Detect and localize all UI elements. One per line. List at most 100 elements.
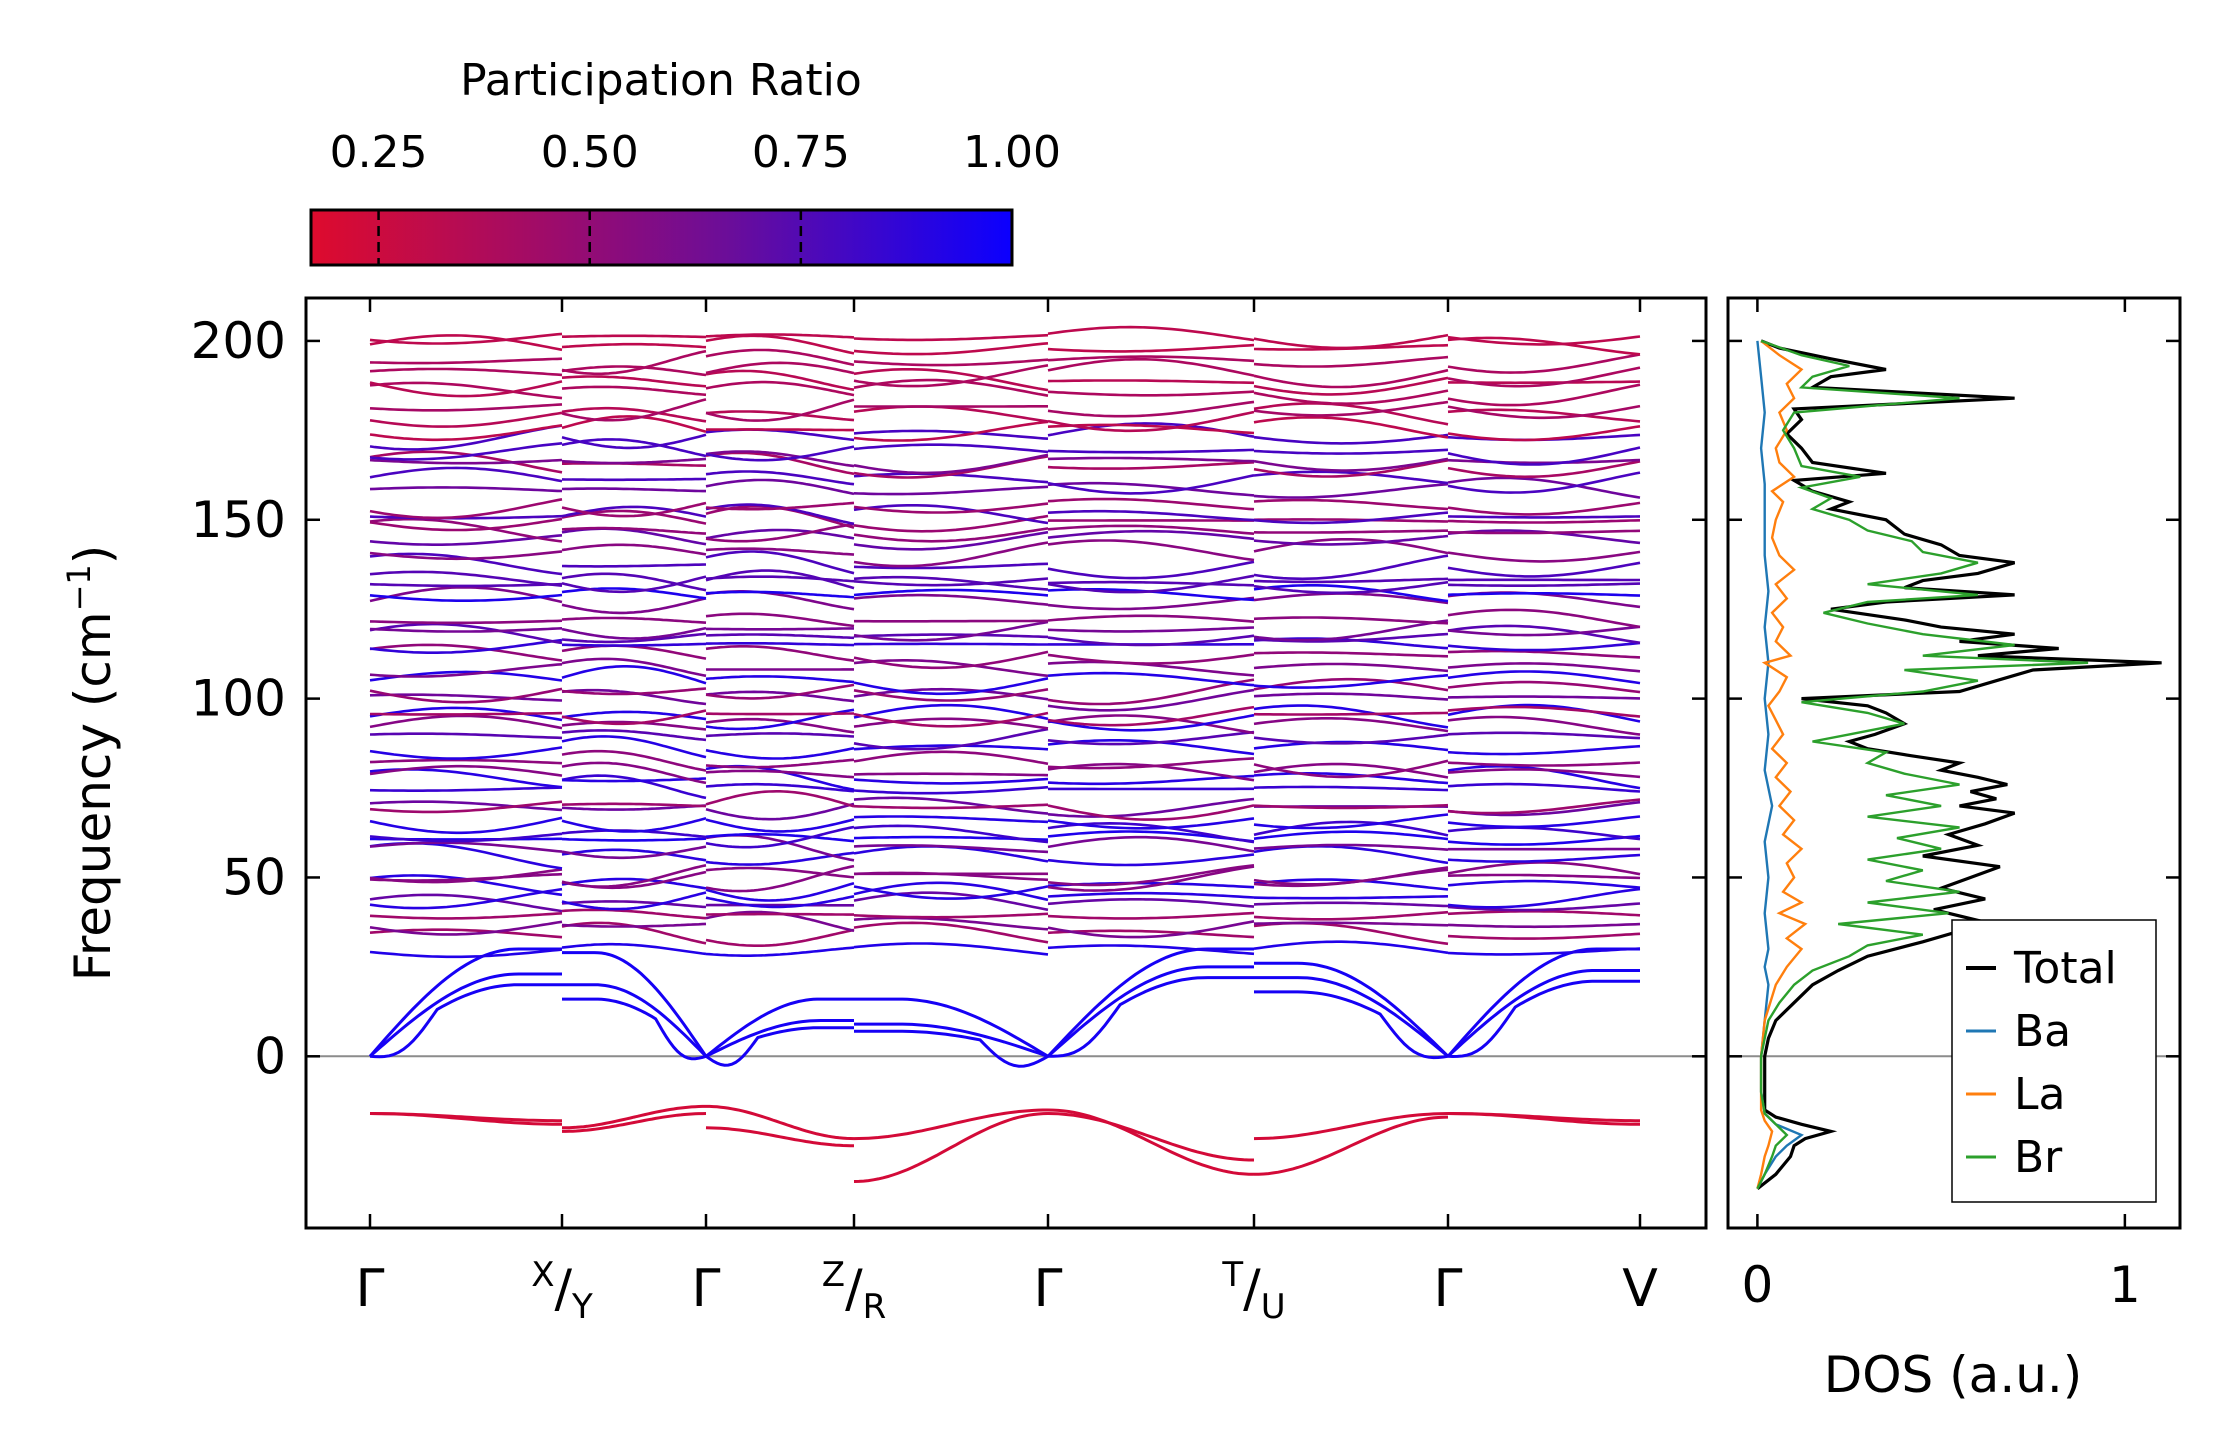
optical-branch — [853, 777, 1049, 785]
imaginary-branch — [370, 1112, 562, 1123]
optical-branch — [853, 420, 1049, 442]
optical-branch — [561, 709, 707, 726]
optical-branch — [1253, 785, 1449, 792]
acoustic-branch — [369, 972, 562, 1058]
optical-branch — [561, 406, 707, 423]
optical-branch — [369, 693, 563, 702]
acoustic-branch — [562, 983, 708, 1058]
optical-branch — [1253, 577, 1449, 584]
optical-branch — [853, 891, 1049, 912]
dos-axis-label: DOS (a.u.) — [1824, 1346, 2083, 1404]
optical-branch — [1447, 353, 1641, 374]
optical-branch — [561, 587, 707, 600]
optical-branch — [1047, 497, 1255, 511]
optical-branch — [1447, 670, 1641, 685]
legend-label: Total — [2013, 943, 2117, 994]
optical-branch — [853, 650, 1049, 670]
optical-branch — [853, 504, 1049, 525]
optical-branch — [1447, 624, 1641, 645]
optical-branch — [853, 785, 1049, 795]
optical-branch — [1253, 619, 1449, 642]
optical-branch — [853, 429, 1049, 440]
optical-branch — [1447, 529, 1641, 535]
optical-branch — [561, 457, 707, 465]
optical-branch — [1047, 688, 1255, 712]
q-point-label: T/U — [1221, 1255, 1285, 1327]
optical-branch — [1253, 534, 1449, 546]
optical-branch — [369, 638, 563, 654]
q-point-label: Γ — [1034, 1259, 1063, 1319]
optical-branch — [1447, 815, 1641, 829]
optical-branch — [853, 588, 1049, 597]
optical-branch — [561, 877, 707, 890]
optical-branch — [1447, 744, 1641, 756]
imaginary-branch — [562, 1104, 706, 1130]
optical-branch — [1047, 730, 1255, 746]
optical-branch — [369, 357, 563, 365]
optical-branch — [705, 348, 855, 367]
acoustic-branch — [369, 983, 562, 1059]
optical-branch — [1447, 853, 1641, 863]
optical-branch — [705, 732, 855, 738]
optical-branch — [561, 735, 707, 759]
optical-branch — [705, 523, 855, 543]
optical-branch — [1047, 774, 1255, 786]
optical-branch — [706, 912, 854, 916]
optical-branch — [1047, 539, 1255, 562]
optical-branch — [1047, 474, 1255, 495]
optical-branch — [1047, 325, 1255, 342]
dos-x-tick-label: 0 — [1741, 1256, 1773, 1314]
optical-branch — [1447, 680, 1641, 694]
optical-branch — [1047, 865, 1255, 892]
optical-branch — [705, 547, 855, 556]
optical-branch — [1253, 538, 1449, 555]
optical-branch — [1047, 580, 1255, 587]
optical-branch — [561, 375, 707, 388]
optical-branch — [369, 764, 563, 777]
legend-label: Br — [2014, 1132, 2063, 1183]
optical-branch — [561, 864, 707, 888]
optical-branch — [853, 703, 1049, 721]
optical-branch — [561, 526, 707, 535]
optical-branch — [705, 895, 855, 909]
optical-branch — [1047, 626, 1255, 633]
optical-branch — [1447, 366, 1641, 388]
optical-branch — [853, 514, 1049, 533]
optical-branch — [369, 582, 563, 588]
q-point-label: Γ — [692, 1259, 721, 1319]
optical-branch — [1253, 843, 1449, 851]
optical-branch — [1047, 714, 1255, 735]
optical-branch — [853, 711, 1049, 728]
band-axes-frame — [304, 296, 1708, 1230]
optical-branch — [561, 687, 707, 696]
optical-branch — [853, 942, 1049, 956]
optical-branch — [369, 786, 563, 792]
optical-branch — [561, 385, 707, 397]
optical-branch — [1047, 920, 1255, 939]
optical-branch — [705, 790, 855, 808]
optical-branch — [369, 498, 563, 520]
optical-branch — [561, 563, 707, 568]
optical-branch — [1253, 677, 1449, 692]
optical-branch — [1447, 592, 1641, 597]
colorbar-label: Participation Ratio — [460, 55, 862, 106]
optical-branch — [1447, 625, 1641, 637]
optical-branch — [369, 593, 563, 602]
optical-branch — [561, 777, 707, 783]
optical-branch — [369, 517, 563, 543]
optical-branch — [1253, 554, 1449, 581]
optical-branch — [1253, 673, 1449, 689]
acoustic-branch — [705, 1026, 854, 1067]
optical-branch — [369, 450, 563, 474]
optical-branch — [1047, 456, 1255, 463]
optical-branch — [705, 769, 855, 779]
optical-branch — [1047, 529, 1255, 541]
optical-branch — [561, 365, 707, 377]
optical-branch — [1047, 898, 1255, 908]
optical-branch — [853, 677, 1049, 696]
acoustic-branch — [854, 1029, 1049, 1068]
optical-branch — [706, 642, 855, 647]
optical-branch — [705, 802, 855, 821]
optical-branch — [1253, 762, 1449, 779]
